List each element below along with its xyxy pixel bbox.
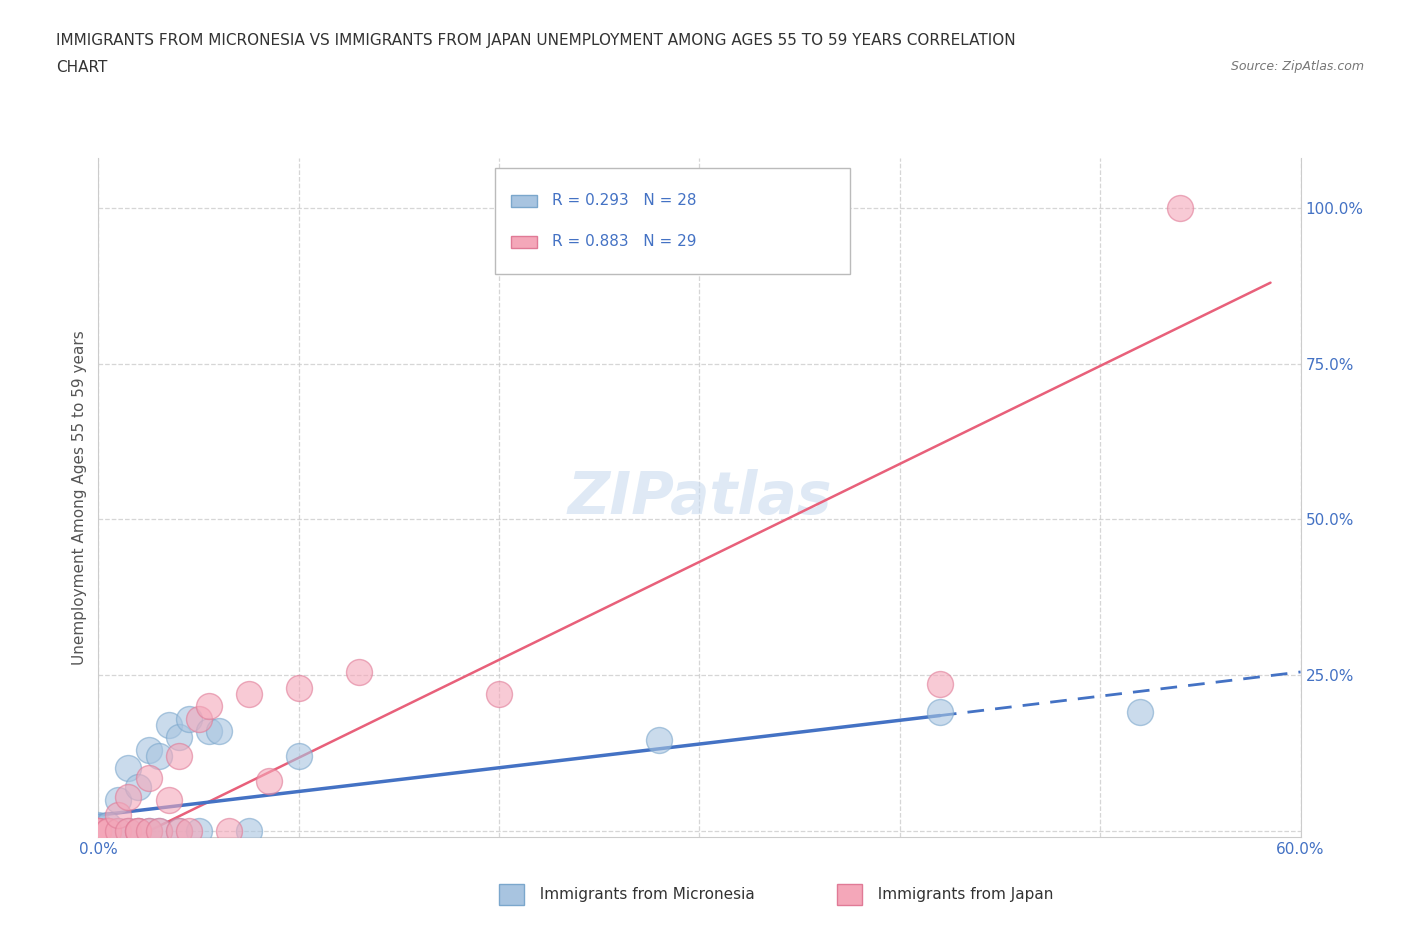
Point — [117, 761, 139, 776]
Point — [107, 823, 129, 838]
Point — [208, 724, 231, 738]
Point — [218, 823, 240, 838]
Point — [167, 823, 190, 838]
Point — [138, 823, 160, 838]
Text: ZIPatlas: ZIPatlas — [567, 469, 832, 526]
Point — [97, 823, 120, 838]
Point — [148, 823, 170, 838]
Point — [128, 823, 150, 838]
Point — [238, 823, 260, 838]
Point — [87, 823, 110, 838]
Point — [288, 680, 311, 695]
Point — [148, 823, 170, 838]
Point — [87, 823, 110, 838]
Point — [107, 792, 129, 807]
Point — [347, 665, 370, 680]
Point — [488, 686, 510, 701]
Point — [128, 823, 150, 838]
Point — [257, 774, 280, 789]
Point — [177, 823, 200, 838]
Point — [107, 823, 129, 838]
FancyBboxPatch shape — [510, 235, 537, 247]
Point — [929, 705, 952, 720]
Point — [238, 686, 260, 701]
Y-axis label: Unemployment Among Ages 55 to 59 years: Unemployment Among Ages 55 to 59 years — [72, 330, 87, 665]
Text: R = 0.293   N = 28: R = 0.293 N = 28 — [551, 193, 696, 208]
Point — [138, 770, 160, 785]
Point — [97, 817, 120, 832]
Text: Immigrants from Micronesia: Immigrants from Micronesia — [530, 887, 755, 902]
Point — [138, 823, 160, 838]
Point — [117, 789, 139, 804]
Point — [148, 749, 170, 764]
Text: CHART: CHART — [56, 60, 108, 75]
Point — [87, 823, 110, 838]
Point — [167, 823, 190, 838]
Point — [87, 823, 110, 838]
Point — [187, 823, 209, 838]
Text: Immigrants from Japan: Immigrants from Japan — [868, 887, 1053, 902]
Point — [1170, 201, 1192, 216]
Point — [128, 779, 150, 794]
FancyBboxPatch shape — [510, 195, 537, 206]
Point — [187, 711, 209, 726]
Point — [97, 823, 120, 838]
Bar — [499, 884, 524, 905]
Point — [138, 742, 160, 757]
Point — [929, 677, 952, 692]
Point — [177, 711, 200, 726]
Point — [167, 730, 190, 745]
Point — [107, 808, 129, 823]
FancyBboxPatch shape — [495, 168, 849, 273]
Point — [1129, 705, 1152, 720]
Point — [157, 717, 180, 732]
Text: Source: ZipAtlas.com: Source: ZipAtlas.com — [1230, 60, 1364, 73]
Point — [288, 749, 311, 764]
Point — [167, 749, 190, 764]
Point — [117, 823, 139, 838]
Text: IMMIGRANTS FROM MICRONESIA VS IMMIGRANTS FROM JAPAN UNEMPLOYMENT AMONG AGES 55 T: IMMIGRANTS FROM MICRONESIA VS IMMIGRANTS… — [56, 33, 1017, 47]
Point — [87, 823, 110, 838]
Point — [97, 823, 120, 838]
Point — [157, 792, 180, 807]
Point — [648, 733, 671, 748]
Point — [128, 823, 150, 838]
Point — [197, 724, 219, 738]
Point — [87, 817, 110, 832]
Text: R = 0.883   N = 29: R = 0.883 N = 29 — [551, 234, 696, 249]
Point — [87, 820, 110, 835]
Point — [87, 823, 110, 838]
Point — [197, 698, 219, 713]
Point — [117, 823, 139, 838]
Bar — [837, 884, 862, 905]
